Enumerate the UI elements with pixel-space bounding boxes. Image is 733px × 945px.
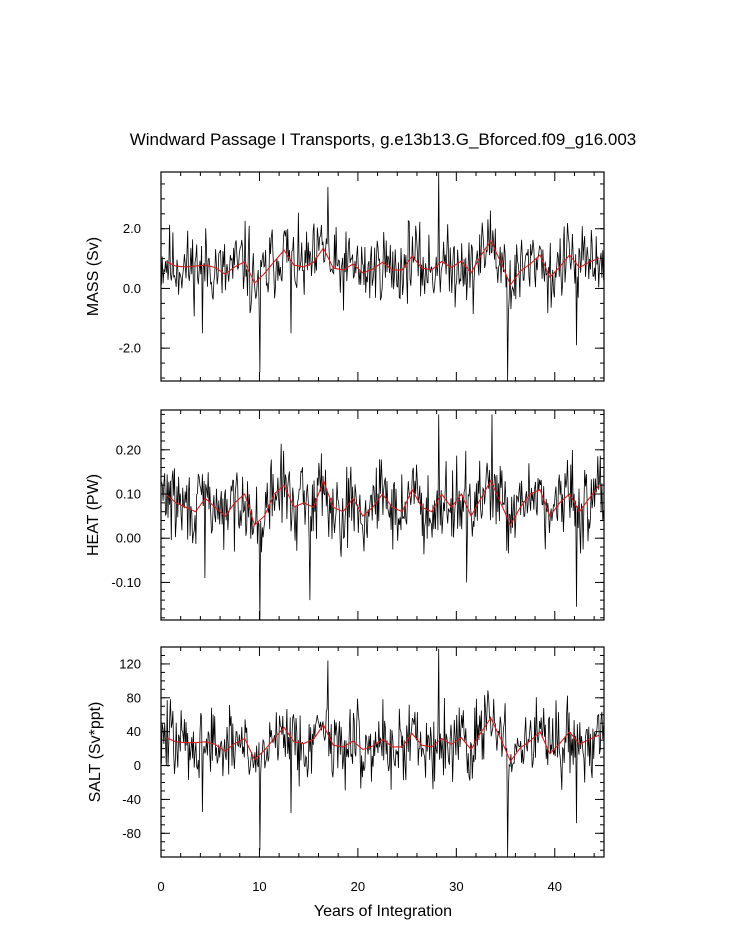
heat-annual-mean-line: [165, 479, 600, 527]
heat-y-tick-label: 0.20: [116, 442, 141, 457]
heat-y-tick-label: 0.00: [116, 531, 141, 546]
x-tick-label: 30: [449, 879, 463, 894]
x-tick-label: 20: [351, 879, 365, 894]
salt-y-tick-label: 40: [127, 724, 141, 739]
salt-y-tick-label: 80: [127, 690, 141, 705]
salt-y-tick-label: -40: [122, 792, 141, 807]
mass-y-axis-label: MASS (Sv): [85, 237, 102, 316]
mass-plot-frame: [160, 171, 605, 382]
x-tick-label: 10: [252, 879, 266, 894]
mass-y-tick-label: 0.0: [123, 281, 141, 296]
mass-annual-mean-line: [165, 239, 600, 287]
heat-monthly-series: [161, 414, 604, 621]
x-tick-label: 40: [548, 879, 562, 894]
panel-mass: -2.0 0.0 2.0 MASS (Sv): [85, 171, 605, 382]
heat-y-tick-label: 0.10: [116, 487, 141, 502]
heat-plot-frame: [160, 409, 605, 621]
panel-salt: -80 -40 0 40 80 120 SALT (Sv*ppt) 0 10 20 30 40: [87, 646, 605, 894]
salt-annual-mean-line: [165, 717, 600, 763]
heat-y-tick-label: -0.10: [111, 575, 141, 590]
salt-y-tick-label: -80: [122, 826, 141, 841]
salt-y-tick-label: 0: [134, 758, 141, 773]
panels-layer: -2.0 0.0 2.0 MASS (Sv) -0.10 0.00 0.10 0.20 HEAT…: [85, 171, 605, 894]
panel-heat: -0.10 0.00 0.10 0.20 HEAT (PW): [85, 409, 605, 621]
mass-y-tick-label: -2.0: [119, 341, 141, 356]
mass-monthly-series: [161, 171, 604, 382]
heat-y-axis-label: HEAT (PW): [85, 474, 102, 556]
chart-title: Windward Passage I Transports, g.e13b13.…: [130, 130, 637, 149]
salt-y-axis-label: SALT (Sv*ppt): [87, 702, 104, 803]
salt-plot-frame: [160, 646, 605, 858]
salt-y-tick-label: 120: [119, 656, 141, 671]
x-axis-label: Years of Integration: [314, 903, 452, 920]
mass-y-tick-label: 2.0: [123, 221, 141, 236]
salt-monthly-series: [161, 648, 604, 858]
x-tick-label: 0: [157, 879, 164, 894]
